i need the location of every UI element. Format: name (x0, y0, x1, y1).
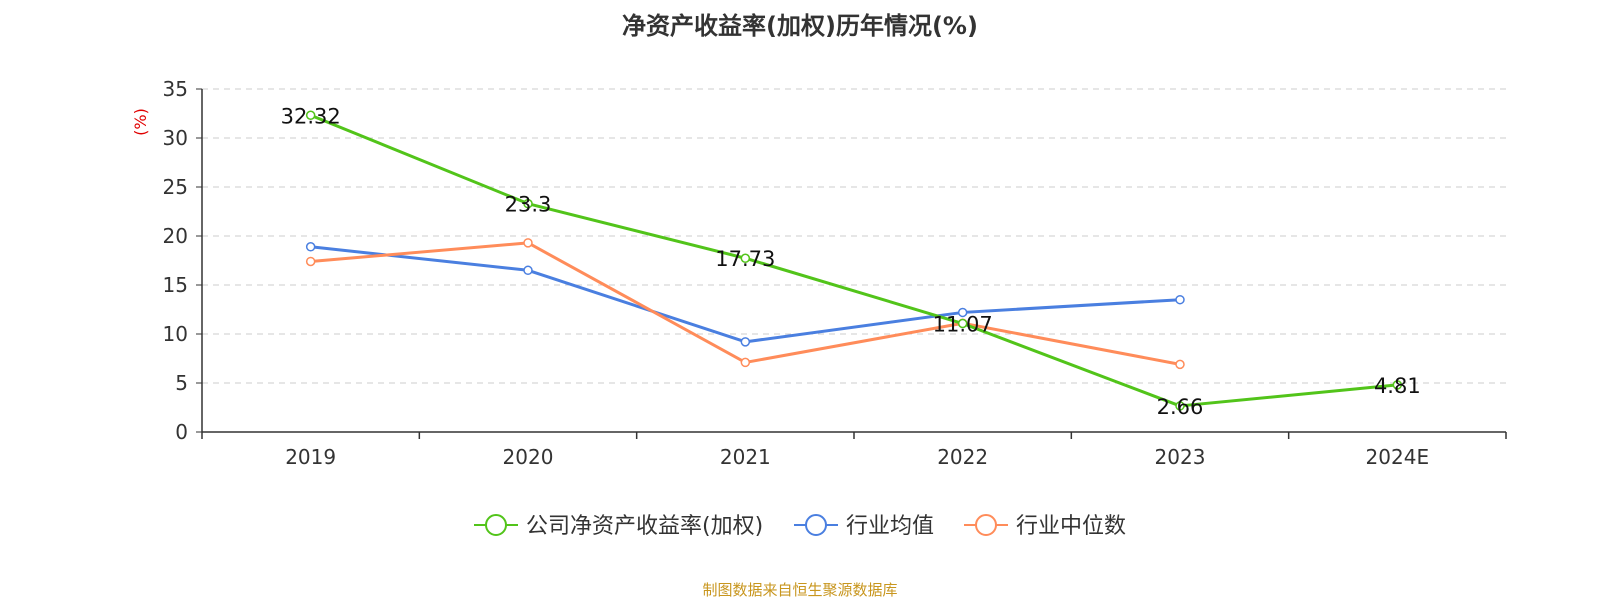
data-point[interactable] (740, 357, 751, 368)
data-point[interactable] (305, 242, 316, 252)
data-label: 17.73 (715, 247, 775, 271)
y-tick-label: 10 (163, 322, 188, 346)
legend-marker-icon (975, 514, 997, 536)
legend-item[interactable]: 行业均值 (794, 514, 934, 539)
data-label-layer: 32.32 23.3 17.73 11.07 2.66 4.81 (281, 104, 1421, 419)
x-tick-label: 2023 (1155, 445, 1206, 469)
legend-marker-icon (485, 514, 507, 536)
x-tick-label: 2024E (1366, 445, 1430, 469)
legend-label: 行业中位数 (1016, 514, 1126, 539)
data-point[interactable] (740, 337, 751, 347)
y-tick-label: 35 (163, 77, 188, 101)
x-tick-label: 2022 (937, 445, 988, 469)
axis-layer: 0 5 10 15 20 25 30 35 (%) 2019 2020 2021 2022 2023 202… (131, 77, 1507, 469)
data-point[interactable] (523, 198, 533, 209)
data-label: 32.32 (281, 104, 341, 128)
data-point[interactable] (740, 253, 751, 263)
legend-label: 公司净资产收益率(加权) (526, 514, 763, 539)
data-point[interactable] (957, 318, 968, 329)
grid-layer (202, 88, 1506, 384)
data-label: 23.3 (505, 193, 552, 217)
legend[interactable]: 公司净资产收益率(加权) 行业均值 行业中位数 (474, 514, 1126, 539)
chart-title: 净资产收益率(加权)历年情况(%) (622, 12, 978, 40)
data-point[interactable] (305, 110, 316, 121)
data-point[interactable] (1175, 401, 1185, 411)
y-tick-label: 15 (163, 273, 188, 297)
y-tick-label: 30 (163, 126, 188, 150)
y-tick-label: 0 (175, 420, 188, 444)
data-label: 2.66 (1157, 395, 1204, 419)
data-point[interactable] (1175, 359, 1185, 370)
data-point[interactable] (1175, 294, 1185, 305)
legend-item[interactable]: 行业中位数 (964, 514, 1126, 539)
x-tick-label: 2020 (503, 445, 554, 469)
series-line (310, 113, 1398, 408)
data-point[interactable] (1392, 380, 1403, 390)
data-point[interactable] (523, 265, 533, 276)
legend-label: 行业均值 (846, 514, 934, 539)
data-point[interactable] (523, 238, 533, 248)
source-note: 制图数据来自恒生聚源数据库 (702, 581, 898, 599)
x-tick-label: 2021 (720, 445, 771, 469)
data-point[interactable] (957, 307, 968, 318)
x-tick-label: 2019 (285, 445, 336, 469)
legend-marker-icon (805, 514, 827, 536)
legend-item[interactable]: 公司净资产收益率(加权) (474, 514, 763, 539)
y-tick-label: 5 (175, 371, 188, 395)
data-label: 11.07 (933, 313, 993, 337)
data-label: 4.81 (1374, 374, 1421, 398)
series-layer (305, 110, 1403, 411)
data-point[interactable] (305, 256, 316, 267)
y-tick-label: 20 (163, 224, 188, 248)
y-axis-label: (%) (131, 108, 150, 136)
y-tick-label: 25 (163, 175, 188, 199)
